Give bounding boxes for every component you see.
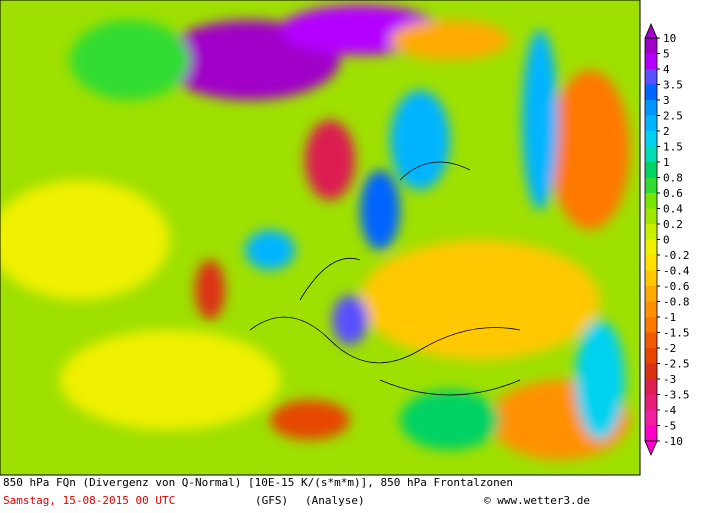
legend-band xyxy=(645,146,657,163)
legend-label: -0.8 xyxy=(663,296,690,309)
legend-label: 0.6 xyxy=(663,187,683,200)
legend-arrow-bottom xyxy=(644,440,658,457)
legend-band xyxy=(645,84,657,101)
legend-band xyxy=(645,332,657,349)
legend-band xyxy=(645,286,657,302)
color-legend: 10 5 4 3.5 3 2.5 2 1.5 1 0.8 0.6 0.4 0.2 0 -0.2 -0.4 -0.… xyxy=(644,22,690,457)
legend-label: 0.4 xyxy=(663,203,683,216)
legend-label: 1 xyxy=(663,156,670,169)
legend-band xyxy=(645,270,657,287)
legend-band xyxy=(645,410,657,426)
legend-band xyxy=(645,100,657,116)
caption-run: (Analyse) xyxy=(305,494,365,507)
legend-band xyxy=(645,53,657,70)
legend-band xyxy=(645,224,657,240)
legend-band xyxy=(645,131,657,147)
caption: 850 hPa FQn (Divergenz von Q-Normal) [10… xyxy=(3,476,590,507)
caption-date: Samstag, 15-08-2015 00 UTC xyxy=(3,494,175,507)
legend-label: -0.4 xyxy=(663,265,690,278)
legend-label: -3.5 xyxy=(663,389,690,402)
legend-label: -0.2 xyxy=(663,249,690,262)
map-field xyxy=(0,0,640,475)
legend-band xyxy=(645,115,657,132)
legend-label: -10 xyxy=(663,435,683,448)
legend-label: 5 xyxy=(663,48,670,61)
legend-band xyxy=(645,177,657,194)
legend-label: 3.5 xyxy=(663,79,683,92)
legend-label: 2 xyxy=(663,125,670,138)
legend-label: -1.5 xyxy=(663,327,690,340)
legend-band xyxy=(645,317,657,333)
legend-label: -2 xyxy=(663,342,676,355)
legend-band xyxy=(645,394,657,411)
legend-band xyxy=(645,38,657,54)
legend-band xyxy=(645,363,657,380)
legend-label: -0.6 xyxy=(663,280,690,293)
legend-label: 10 xyxy=(663,32,676,45)
legend-label: 0.2 xyxy=(663,218,683,231)
legend-band xyxy=(645,379,657,395)
legend-label: 4 xyxy=(663,63,670,76)
caption-model: (GFS) xyxy=(255,494,288,507)
legend-label: -4 xyxy=(663,404,677,417)
legend-label: -5 xyxy=(663,420,676,433)
legend-band xyxy=(645,208,657,225)
legend-label: 0.8 xyxy=(663,172,683,185)
legend-label: 1.5 xyxy=(663,141,683,154)
caption-title: 850 hPa FQn (Divergenz von Q-Normal) [10… xyxy=(3,476,513,489)
legend-label: -2.5 xyxy=(663,358,690,371)
legend-label: -3 xyxy=(663,373,676,386)
legend-band xyxy=(645,425,657,442)
legend-band xyxy=(645,193,657,209)
legend-band xyxy=(645,301,657,318)
caption-source: © www.wetter3.de xyxy=(484,494,590,507)
legend-label: 2.5 xyxy=(663,110,683,123)
legend-label: -1 xyxy=(663,311,676,324)
legend-band xyxy=(645,162,657,178)
legend-arrow-top xyxy=(644,22,658,39)
legend-band xyxy=(645,255,657,271)
legend-band xyxy=(645,69,657,85)
map-frame xyxy=(0,0,641,476)
legend-band xyxy=(645,239,657,256)
legend-label: 0 xyxy=(663,234,670,247)
legend-band xyxy=(645,348,657,364)
legend-label: 3 xyxy=(663,94,670,107)
